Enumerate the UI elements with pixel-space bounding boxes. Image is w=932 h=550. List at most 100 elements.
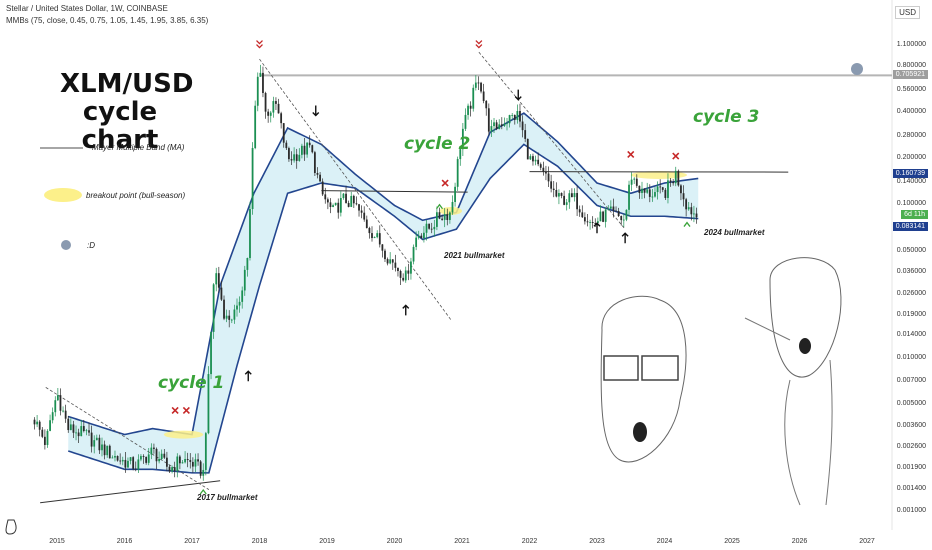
candle xyxy=(332,203,334,208)
candle-body xyxy=(264,92,267,112)
candle-body xyxy=(308,142,311,146)
candle-body xyxy=(578,209,581,213)
candle xyxy=(64,404,67,423)
candle-body xyxy=(625,209,628,220)
candle xyxy=(153,443,155,454)
candle-body xyxy=(581,212,584,218)
candle-body xyxy=(534,159,537,162)
x-tick-label: 2027 xyxy=(859,538,875,545)
candle-body xyxy=(487,108,490,132)
candle xyxy=(254,100,257,150)
candle-body xyxy=(54,400,57,413)
candle-body xyxy=(391,259,394,263)
candle xyxy=(189,453,192,469)
candle xyxy=(101,437,103,457)
candle xyxy=(321,178,324,197)
candle xyxy=(267,108,270,123)
candle xyxy=(132,456,135,471)
candle xyxy=(625,209,628,222)
candle xyxy=(480,81,482,94)
candle xyxy=(612,198,615,218)
candle xyxy=(687,201,690,211)
candle-body xyxy=(420,235,423,239)
candle xyxy=(410,257,412,280)
candle xyxy=(186,452,189,468)
candle xyxy=(659,179,662,194)
candle-body xyxy=(272,101,275,113)
candle xyxy=(347,200,350,208)
candle-body xyxy=(324,194,327,200)
candle xyxy=(628,180,630,217)
candle-body xyxy=(313,152,316,174)
currency-button[interactable]: USD xyxy=(895,6,920,19)
candle xyxy=(210,331,212,380)
candle-body xyxy=(622,219,625,221)
candle-body xyxy=(412,246,415,262)
candle xyxy=(371,226,373,242)
candle-body xyxy=(680,185,682,194)
candle xyxy=(576,185,578,216)
candle xyxy=(90,425,93,453)
candle-body xyxy=(345,193,347,203)
candle-body xyxy=(191,461,194,467)
candle-body xyxy=(228,315,231,320)
candle-body xyxy=(464,114,467,129)
candle xyxy=(519,103,521,128)
candle-body xyxy=(251,148,254,210)
y-tick-label: 0.036000 xyxy=(896,268,926,276)
candle-body xyxy=(404,270,407,281)
candle-body xyxy=(80,426,83,437)
candle xyxy=(228,310,231,328)
candle xyxy=(313,150,316,177)
tradingview-logo-icon xyxy=(5,519,17,535)
candle-body xyxy=(303,145,306,155)
candle xyxy=(482,83,485,104)
candle xyxy=(391,259,394,270)
x-tick-label: 2020 xyxy=(386,538,403,545)
candle-body xyxy=(690,207,693,215)
candle xyxy=(648,184,651,203)
candle xyxy=(485,99,488,116)
candle xyxy=(609,200,612,210)
candle-body xyxy=(443,214,446,220)
candle-body xyxy=(298,154,301,161)
candle-body xyxy=(490,126,493,132)
candle xyxy=(397,267,399,277)
x-tick-label: 2017 xyxy=(184,538,200,545)
candle-body xyxy=(77,432,80,437)
candle xyxy=(329,198,332,214)
candle-body xyxy=(583,217,586,222)
candle-body xyxy=(472,87,475,109)
mouth-icon xyxy=(633,422,647,442)
candle xyxy=(573,188,576,202)
candle xyxy=(534,155,537,166)
candle-body xyxy=(513,115,516,121)
candle-body xyxy=(334,202,337,206)
candle-body xyxy=(233,309,236,320)
x-tick-label: 2019 xyxy=(319,538,335,545)
candle xyxy=(225,309,228,323)
peak-chevron-2 xyxy=(475,40,483,49)
candle-body xyxy=(98,437,101,451)
candle-body xyxy=(316,173,319,175)
candle xyxy=(33,417,36,430)
breakout-zone-3 xyxy=(630,170,687,179)
candle-body xyxy=(199,461,202,476)
y-tick-label: 0.005000 xyxy=(896,399,926,407)
candle xyxy=(617,207,620,218)
candle xyxy=(85,428,88,436)
candle-body xyxy=(134,468,137,470)
bullmarket-2021-label: 2021 bullmarket xyxy=(444,251,505,260)
x-tick-label: 2015 xyxy=(49,538,65,545)
candle-body xyxy=(469,105,472,109)
candle-body xyxy=(337,202,340,213)
candle xyxy=(72,420,75,438)
candle-body xyxy=(171,467,173,472)
candle xyxy=(140,454,142,462)
candle-body xyxy=(381,244,384,251)
top-x-marker-1 xyxy=(171,406,179,414)
candle xyxy=(160,449,163,460)
candle xyxy=(583,212,586,225)
candle xyxy=(49,414,51,432)
